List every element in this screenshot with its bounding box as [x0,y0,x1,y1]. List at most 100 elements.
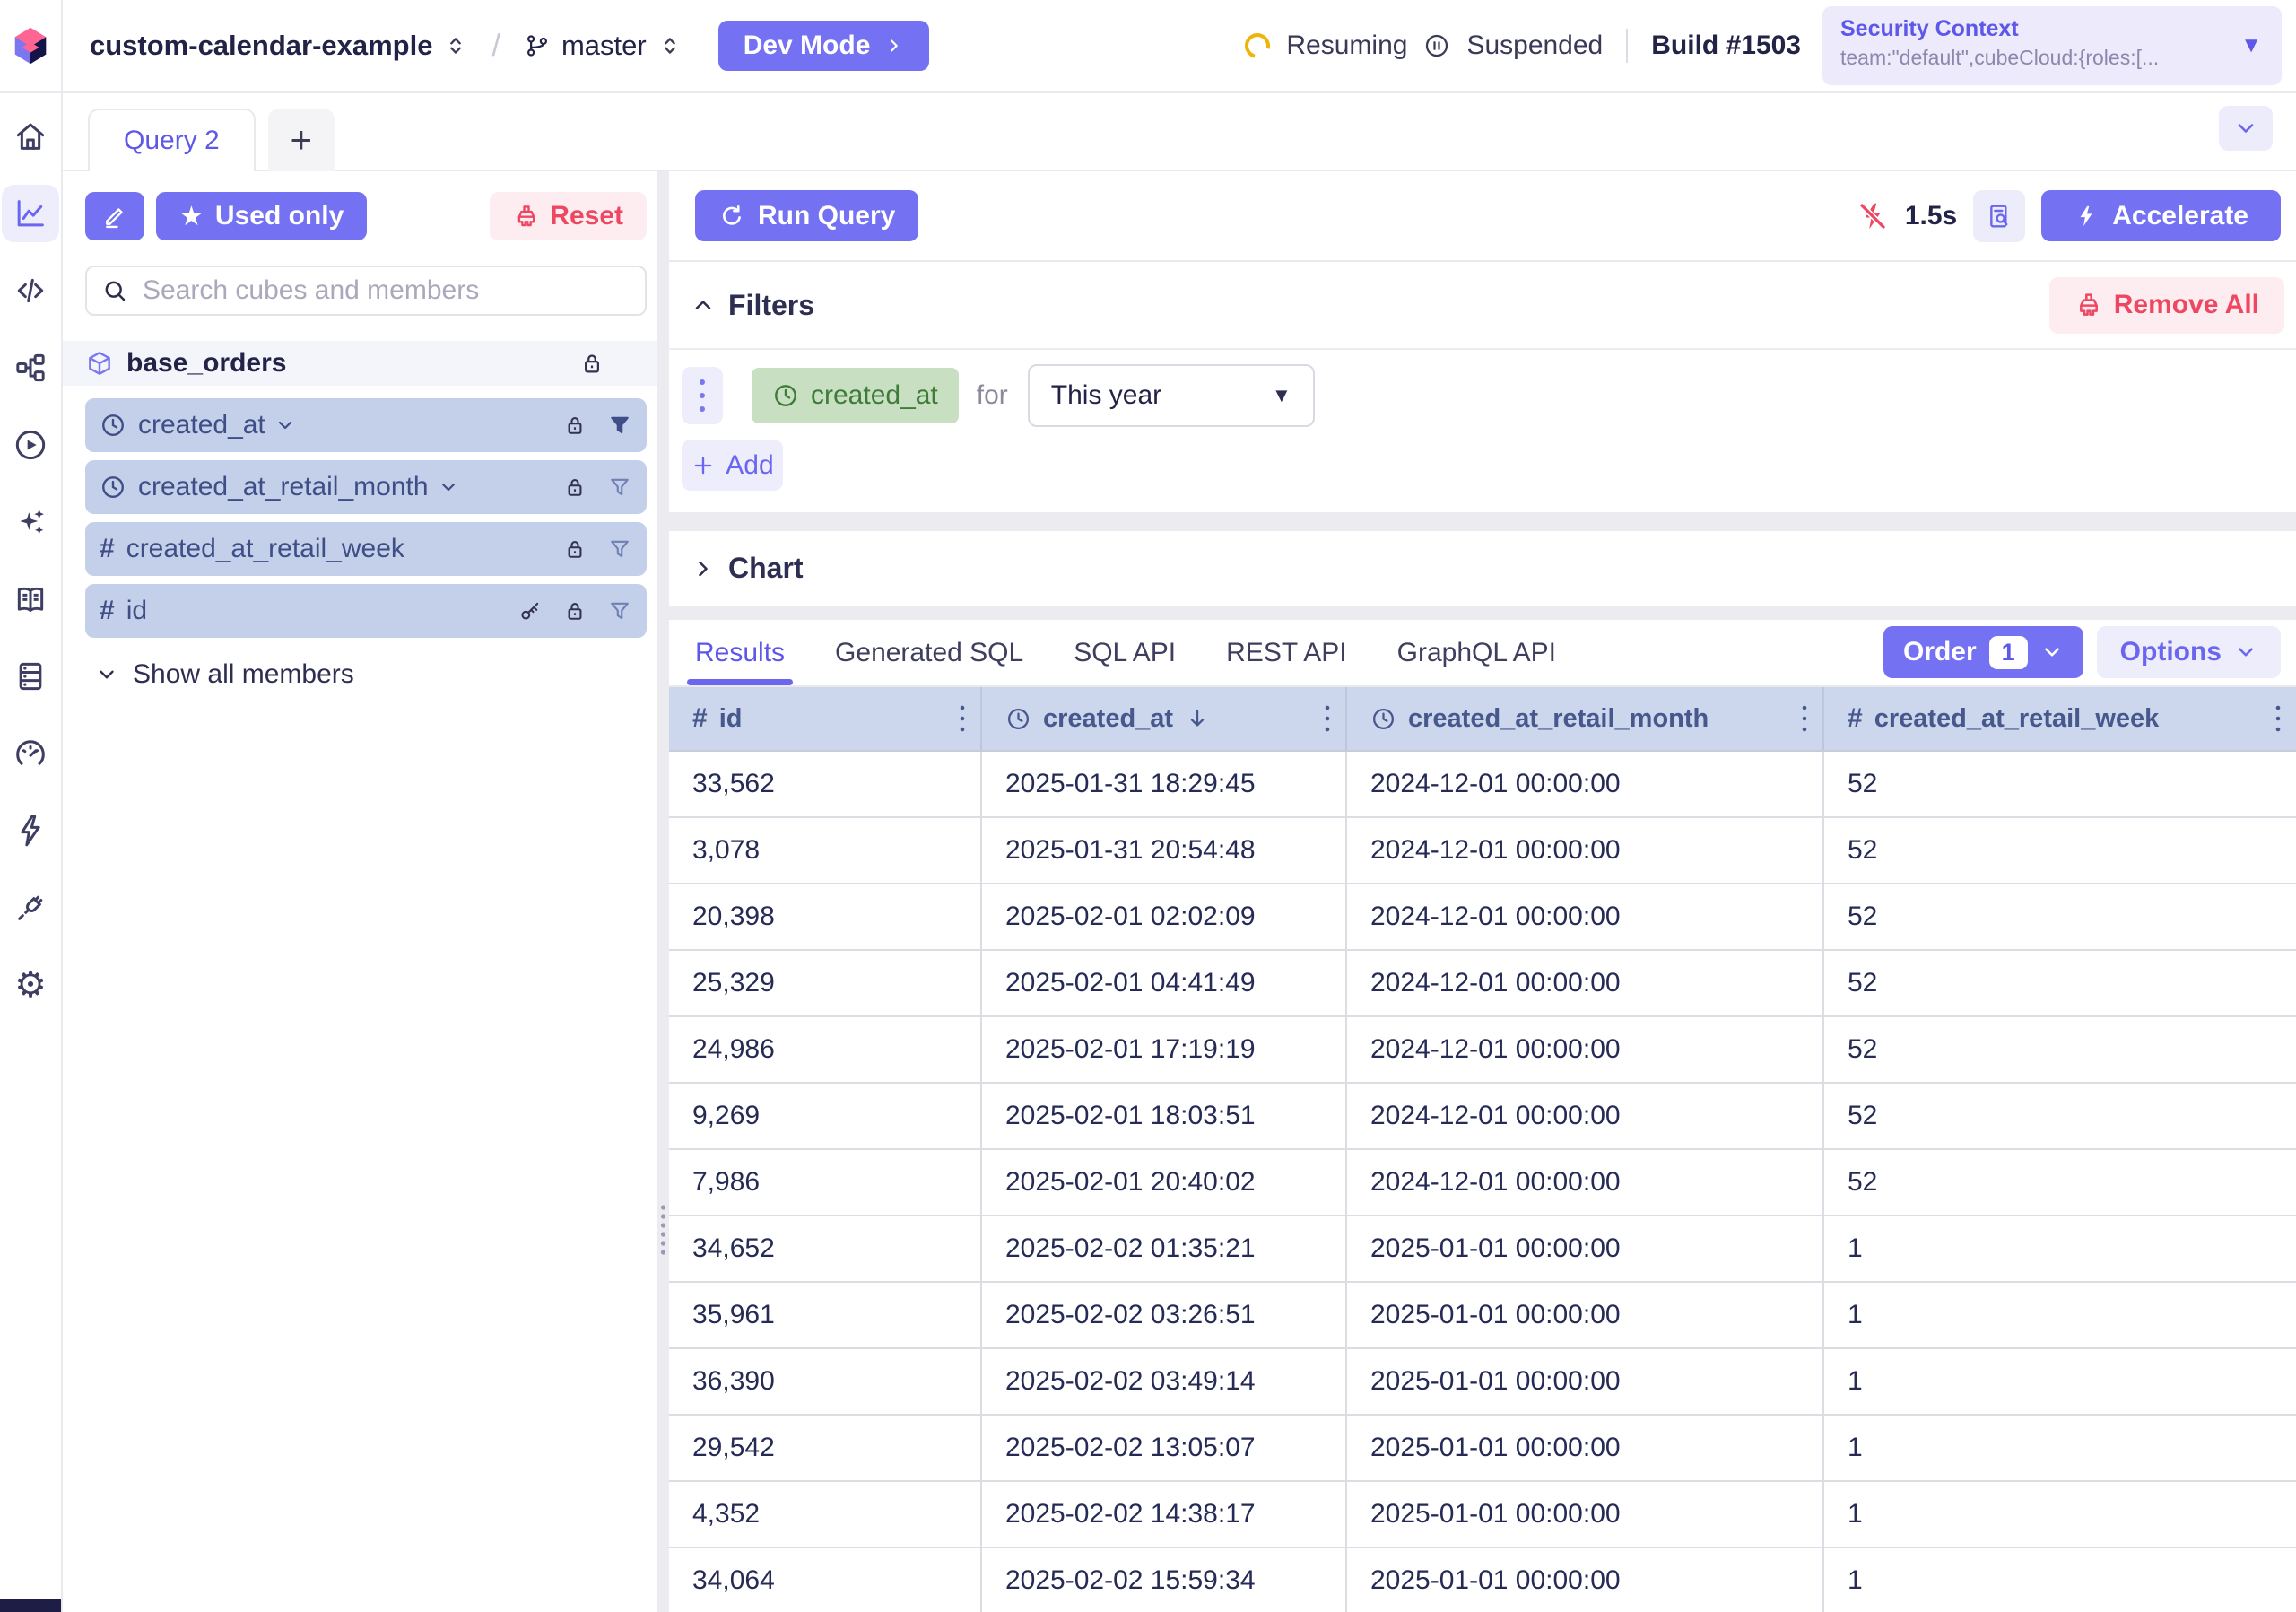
reset-button[interactable]: Reset [490,192,647,240]
filter-funnel-icon[interactable] [607,413,632,438]
dev-mode-button[interactable]: Dev Mode [718,21,930,71]
clock-icon [775,385,796,406]
data-sources-icon[interactable] [2,648,59,705]
star-icon: ★ [179,201,204,231]
order-button[interactable]: Order 1 [1883,626,2083,678]
branch-selector[interactable]: master [524,30,683,62]
lock-icon [568,479,582,496]
results-tab-graphql-api[interactable]: GraphQL API [1396,637,1556,667]
run-query-button[interactable]: Run Query [695,190,919,241]
member-created_at_retail_week[interactable]: # created_at_retail_week [85,522,647,576]
member-created_at[interactable]: created_at [85,398,647,452]
security-context-value: team:"default",cubeCloud:{roles:[... [1840,46,2160,69]
column-header-created_at_retail_month[interactable]: created_at_retail_month [1346,687,1824,752]
column-header-id[interactable]: # id [669,687,982,752]
filter-funnel-icon[interactable] [607,598,632,623]
table-cell: 2024-12-01 00:00:00 [1346,950,1824,1017]
column-header-created_at_retail_week[interactable]: # created_at_retail_week [1823,687,2296,752]
hash-icon: # [100,534,115,563]
accelerate-button[interactable]: Accelerate [2041,190,2281,241]
filter-operator: for [976,380,1008,410]
home-icon[interactable] [2,108,59,165]
kebab-menu-icon[interactable] [1801,703,1808,734]
ai-sparkles-icon[interactable] [2,493,59,551]
filters-title: Filters [728,288,815,321]
filters-header: Filters Remove All [669,262,2296,350]
kebab-menu-icon[interactable] [959,703,966,734]
used-only-toggle[interactable]: ★ Used only [156,192,368,240]
collapse-filters-chevron[interactable] [691,292,716,318]
collapse-tabs-button[interactable] [2219,106,2273,151]
results-tab-sql-api[interactable]: SQL API [1074,637,1177,667]
expand-granularity-chevron[interactable] [274,414,296,436]
cube-base-orders[interactable]: base_orders [63,341,657,386]
expand-granularity-chevron[interactable] [438,476,459,498]
table-cell: 2024-12-01 00:00:00 [1346,1016,1824,1084]
integrations-plug-icon[interactable] [2,879,59,937]
jobs-bolt-icon[interactable] [2,802,59,859]
rail-icon-list: ⚙ [0,93,61,1014]
filter-member-chip[interactable]: created_at [752,368,959,423]
query-builder-panel: ★ Used only Reset base_orders created_at… [63,171,657,1612]
chevron-down-icon [2238,124,2254,133]
table-cell: 1 [1823,1415,2296,1482]
add-filter-button[interactable]: Add [682,440,783,491]
table-row: 7,986 2025-02-01 20:40:02 2024-12-01 00:00… [669,1149,2296,1216]
filter-value-select[interactable]: This year ▼ [1027,364,1315,427]
refresh-icon [723,205,741,225]
table-cell: 52 [1823,1149,2296,1216]
table-cell: 2024-12-01 00:00:00 [1346,817,1824,884]
table-cell: 2024-12-01 00:00:00 [1346,1083,1824,1150]
cube-cloud-logo[interactable] [0,0,61,93]
schema-icon[interactable] [2,339,59,396]
expand-chart-chevron[interactable] [691,556,716,581]
table-cell: 7,986 [669,1149,982,1216]
performance-gauge-icon[interactable] [2,725,59,782]
chart-icon[interactable] [2,185,59,242]
options-button[interactable]: Options [2096,626,2281,678]
code-icon[interactable] [2,262,59,319]
results-section: Results Generated SQL SQL API REST API Graph… [669,620,2296,1612]
panel-resize-handle[interactable] [657,171,669,1612]
show-all-members[interactable]: Show all members [95,659,657,690]
play-icon[interactable] [2,416,59,474]
show-all-label: Show all members [133,659,354,689]
chevron-down-icon [2239,648,2253,657]
kebab-dots-icon [700,379,705,412]
results-tab-results[interactable]: Results [686,620,794,685]
results-tab-rest-api[interactable]: REST API [1226,637,1347,667]
add-tab-button[interactable]: + [267,109,335,171]
column-header-created_at[interactable]: created_at [981,687,1347,752]
settings-gear-icon[interactable]: ⚙ [14,964,47,1006]
table-row: 34,652 2025-02-02 01:35:21 2025-01-01 00:0… [669,1216,2296,1283]
table-cell: 2025-02-01 20:40:02 [981,1149,1347,1216]
member-created_at_retail_month[interactable]: created_at_retail_month [85,460,647,514]
table-header-row: # id created_at created_at_retail_month # cre… [669,687,2296,752]
query-inspect-button[interactable] [1973,189,2026,242]
security-context-dropdown[interactable]: Security Context team:"default",cubeClou… [1822,6,2282,85]
remove-all-filters-button[interactable]: Remove All [2048,276,2284,334]
filter-funnel-icon[interactable] [607,475,632,500]
accelerate-label: Accelerate [2112,200,2248,231]
filter-funnel-icon[interactable] [607,536,632,562]
lock-icon [568,541,582,558]
used-only-label: Used only [214,201,344,231]
plus-icon: + [290,118,312,161]
git-branch-icon [526,35,547,57]
kebab-menu-icon[interactable] [1324,703,1331,734]
docs-book-icon[interactable] [2,571,59,628]
project-selector[interactable]: custom-calendar-example [90,30,468,62]
table-cell: 52 [1823,950,2296,1017]
results-tab-generated-sql[interactable]: Generated SQL [835,637,1024,667]
rail-bottom-strip [0,1599,61,1612]
run-toolbar: Run Query 1.5s Accelerate [669,171,2296,262]
edit-button[interactable] [85,192,144,240]
table-cell: 2024-12-01 00:00:00 [1346,884,1824,951]
tab-label: Query 2 [124,126,220,155]
kebab-menu-icon[interactable] [2274,703,2282,734]
member-label: created_at_retail_month [138,472,429,501]
member-id[interactable]: # id [85,584,647,638]
search-input[interactable] [85,266,647,316]
tab-query-2[interactable]: Query 2 [88,109,256,171]
filter-drag-handle[interactable] [682,367,723,424]
